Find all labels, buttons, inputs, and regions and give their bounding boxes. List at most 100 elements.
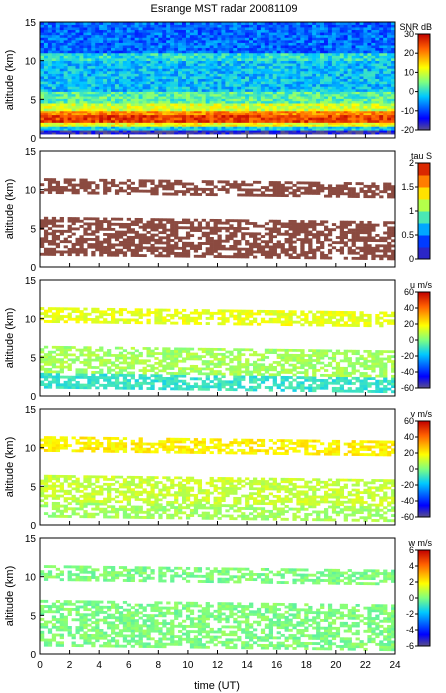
data-cell (193, 244, 199, 248)
data-cell (114, 55, 120, 59)
data-cell (162, 218, 167, 222)
data-cell (268, 32, 274, 36)
data-cell (126, 76, 132, 80)
data-cell (237, 114, 242, 118)
data-cell (276, 240, 281, 244)
data-cell (87, 81, 92, 85)
data-cell (276, 103, 281, 107)
data-cell (280, 86, 285, 90)
data-cell (331, 112, 337, 116)
data-cell (260, 128, 266, 131)
data-cell (241, 117, 246, 121)
data-cell (327, 117, 333, 121)
data-cell (79, 37, 84, 41)
data-cell (327, 251, 333, 255)
data-cell (363, 78, 368, 82)
data-cell (185, 112, 191, 116)
data-cell (343, 96, 348, 99)
data-cell (347, 220, 352, 224)
data-cell (182, 246, 187, 250)
data-cell (343, 91, 348, 95)
data-cell (375, 22, 380, 25)
data-cell (343, 130, 348, 133)
data-cell (134, 103, 139, 107)
data-cell (201, 103, 206, 107)
data-cell (351, 122, 356, 125)
data-cell (166, 93, 171, 97)
data-cell (55, 81, 61, 85)
data-cell (245, 34, 250, 38)
data-cell (118, 42, 124, 46)
data-cell (154, 32, 159, 36)
data-cell (264, 255, 270, 259)
data-cell (355, 105, 360, 109)
data-cell (122, 52, 128, 56)
data-cell (40, 50, 45, 54)
data-cell (331, 22, 337, 25)
data-cell (316, 238, 321, 242)
y-axis-label: altitude (km) (4, 50, 16, 111)
data-cell (276, 132, 281, 135)
data-cell (221, 105, 226, 109)
data-cell (209, 83, 214, 87)
data-cell (63, 78, 68, 82)
data-cell (209, 63, 214, 67)
data-cell (55, 68, 61, 72)
data-cell (363, 228, 368, 232)
data-cell (71, 117, 76, 121)
data-cell (249, 242, 254, 246)
data-cell (391, 86, 396, 90)
data-cell (134, 50, 139, 54)
data-cell (193, 22, 199, 25)
data-cell (292, 91, 297, 95)
data-cell (363, 52, 368, 56)
data-cell (182, 40, 187, 43)
data-cell (75, 50, 80, 54)
data-cell (312, 68, 317, 72)
data-cell (351, 68, 356, 72)
data-cell (75, 124, 80, 127)
data-cell (264, 32, 270, 36)
data-cell (189, 223, 195, 227)
data-cell (351, 249, 356, 253)
data-cell (367, 40, 372, 43)
data-cell (276, 93, 281, 97)
data-cell (233, 32, 238, 36)
data-layer (40, 126, 396, 131)
data-cell (130, 45, 135, 49)
data-cell (233, 245, 238, 248)
data-cell (205, 68, 210, 72)
data-cell (300, 222, 305, 226)
data-cell (193, 52, 199, 56)
data-cell (387, 60, 392, 64)
data-cell (288, 225, 293, 229)
data-cell (256, 70, 262, 74)
data-cell (87, 237, 92, 241)
data-cell (264, 130, 270, 133)
data-cell (339, 103, 345, 107)
data-cell (107, 65, 112, 69)
data-cell (371, 73, 376, 77)
data-cell (205, 224, 210, 227)
data-cell (114, 50, 120, 54)
data-cell (253, 47, 258, 51)
data-cell (367, 68, 372, 72)
data-cell (162, 40, 167, 43)
data-cell (260, 108, 266, 112)
data-cell (367, 130, 372, 133)
data-cell (320, 98, 325, 102)
data-cell (391, 40, 396, 43)
data-cell (205, 96, 210, 99)
data-cell (280, 225, 285, 228)
data-cell (264, 47, 270, 51)
data-cell (166, 132, 171, 135)
data-cell (335, 37, 341, 41)
data-cell (71, 60, 76, 64)
data-cell (182, 27, 187, 31)
data-cell (134, 27, 139, 31)
data-cell (320, 91, 325, 95)
data-cell (233, 73, 238, 77)
data-cell (170, 91, 175, 95)
data-cell (284, 124, 289, 127)
data-cell (292, 222, 297, 226)
